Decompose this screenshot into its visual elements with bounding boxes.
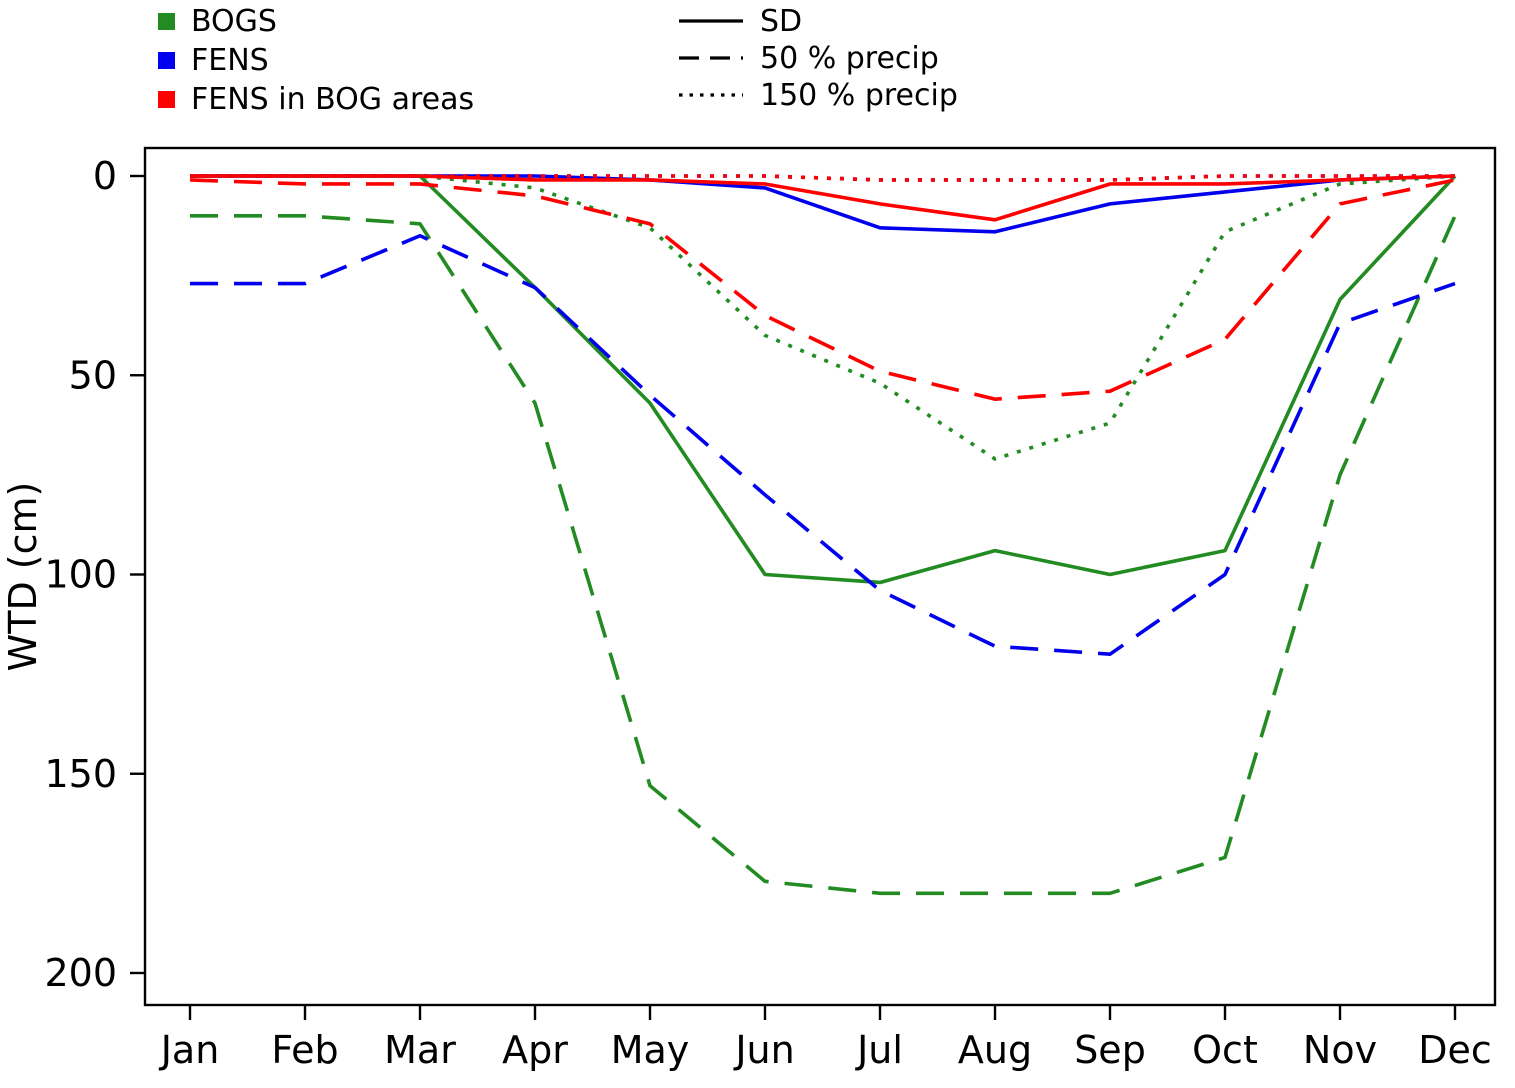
svg-text:0: 0 [93, 154, 117, 198]
solid-line-icon [679, 19, 743, 23]
bogs-swatch-icon [158, 12, 175, 30]
svg-text:150: 150 [44, 752, 117, 796]
fens-in-bog-swatch-icon [158, 90, 175, 108]
legend-item-sd: SD [678, 3, 958, 39]
fens-swatch-icon [158, 51, 175, 69]
dotted-line-icon [679, 93, 743, 97]
legend-item-fens: FENS [158, 42, 474, 78]
svg-text:Jan: Jan [159, 1028, 220, 1072]
dashed-line-icon [679, 56, 743, 60]
legend-label-150-precip: 150 % precip [760, 77, 958, 113]
legend-item-150-precip: 150 % precip [678, 77, 958, 113]
color-legend: BOGS FENS FENS in BOG areas [158, 3, 475, 117]
svg-text:100: 100 [44, 553, 117, 597]
legend-item-50-precip: 50 % precip [678, 40, 958, 76]
svg-text:Sep: Sep [1074, 1028, 1146, 1072]
legend-label-fens: FENS [191, 42, 269, 78]
svg-text:Apr: Apr [502, 1028, 568, 1072]
svg-text:Mar: Mar [384, 1028, 456, 1072]
svg-text:Feb: Feb [271, 1028, 338, 1072]
svg-text:WTD (cm): WTD (cm) [1, 482, 45, 672]
legend-label-sd: SD [760, 3, 803, 39]
linetype-legend: SD 50 % precip 150 % precip [678, 3, 958, 113]
legend-item-bogs: BOGS [158, 3, 474, 39]
svg-text:Aug: Aug [958, 1028, 1032, 1072]
svg-text:200: 200 [44, 951, 117, 995]
legend-label-fens-in-bog: FENS in BOG areas [191, 81, 475, 117]
svg-text:May: May [611, 1028, 690, 1072]
svg-text:Nov: Nov [1303, 1028, 1377, 1072]
svg-text:Oct: Oct [1192, 1028, 1258, 1072]
svg-text:50: 50 [69, 353, 117, 397]
svg-text:Jul: Jul [855, 1028, 903, 1072]
legend-label-bogs: BOGS [191, 3, 277, 39]
svg-text:Jun: Jun [733, 1028, 794, 1072]
svg-text:Dec: Dec [1418, 1028, 1492, 1072]
legend-item-fens-in-bog: FENS in BOG areas [158, 81, 475, 117]
legend-label-50-precip: 50 % precip [760, 40, 939, 76]
